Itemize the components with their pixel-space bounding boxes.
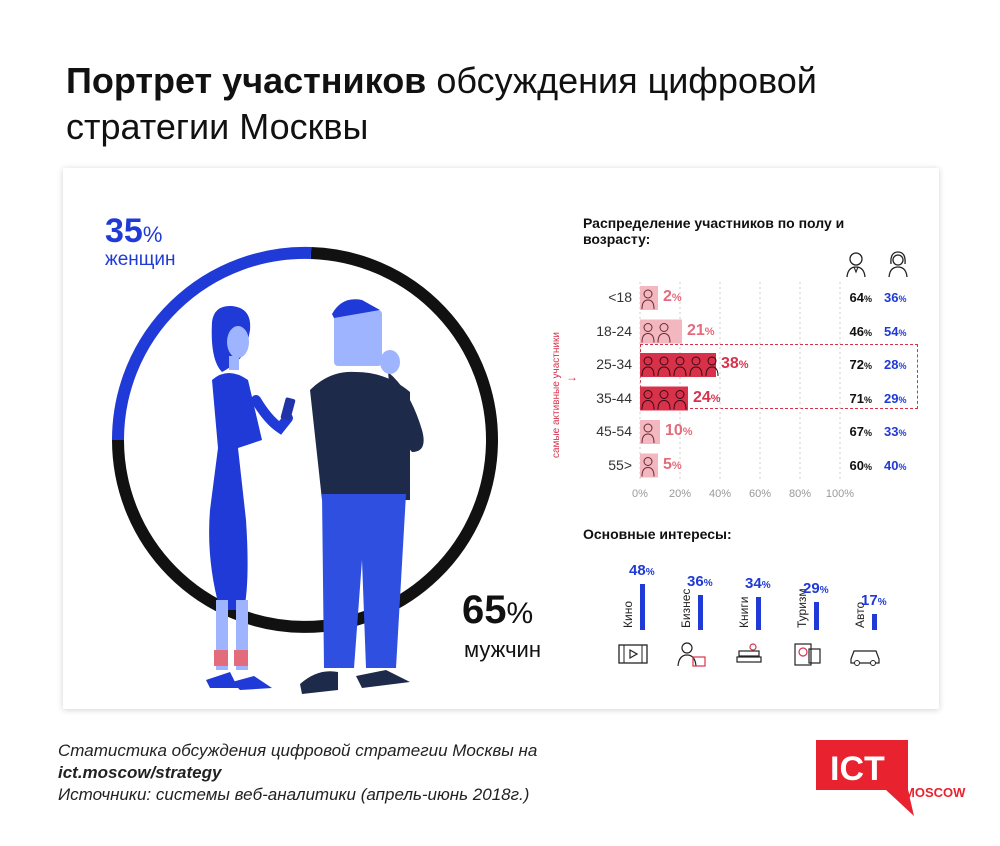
age-category-label: 25-34 xyxy=(596,356,632,372)
person-icon xyxy=(641,356,655,377)
ring-segment-men xyxy=(112,247,498,633)
man-icon xyxy=(846,252,866,278)
footer: Статистика обсуждения цифровой стратегии… xyxy=(58,740,537,806)
books-icon xyxy=(736,643,762,663)
ict-moscow-logo[interactable]: ICT MOSCOW xyxy=(816,740,976,820)
interest-bar xyxy=(698,595,703,630)
svg-text:MOSCOW: MOSCOW xyxy=(904,785,966,800)
x-tick-label: 80% xyxy=(788,488,812,500)
interest-bar xyxy=(814,602,819,630)
interest-bar xyxy=(872,613,877,630)
ring-segment-women xyxy=(112,246,312,441)
woman-icon xyxy=(888,251,908,278)
person-icon xyxy=(673,390,687,410)
age-value-label: 38% xyxy=(721,355,749,372)
age-category-label: 55> xyxy=(608,456,632,473)
male-share-label: 71% xyxy=(849,390,872,406)
infographic-card xyxy=(63,168,939,709)
age-value-label: 24% xyxy=(693,388,721,406)
businessman-icon xyxy=(677,642,706,667)
interest-bar xyxy=(640,583,645,630)
person-icon xyxy=(641,390,655,410)
female-share-label: 28% xyxy=(884,357,907,372)
interest-value-label: 36% xyxy=(687,573,713,591)
age-category-label: <18 xyxy=(608,289,632,305)
interest-bar xyxy=(756,597,761,630)
interest-label: Кино xyxy=(621,601,635,628)
person-icon xyxy=(673,356,687,377)
men-percent: 65% xyxy=(462,588,534,632)
person-icon xyxy=(641,323,655,343)
interest-label: Бизнес xyxy=(679,588,693,628)
person-icon xyxy=(641,289,655,310)
female-share-label: 33% xyxy=(884,424,907,439)
men-label: мужчин xyxy=(464,637,541,662)
age-category-label: 45-54 xyxy=(596,423,632,439)
x-tick-label: 0% xyxy=(632,488,648,500)
female-share-label: 54% xyxy=(884,323,907,339)
x-tick-label: 100% xyxy=(825,488,855,500)
age-value-label: 5% xyxy=(663,455,682,473)
x-tick-label: 60% xyxy=(748,488,772,500)
women-label: женщин xyxy=(105,249,176,270)
svg-text:ICT: ICT xyxy=(830,750,885,788)
male-share-label: 67% xyxy=(849,424,872,439)
male-share-label: 60% xyxy=(849,457,872,473)
male-share-label: 72% xyxy=(849,357,872,372)
age-value-label: 2% xyxy=(663,288,682,305)
interest-value-label: 29% xyxy=(803,580,829,598)
age-value-label: 10% xyxy=(665,422,693,439)
male-share-label: 64% xyxy=(849,290,872,305)
person-icon xyxy=(657,356,671,377)
person-icon xyxy=(689,356,703,377)
page-title: Портрет участников обсуждения цифровой с… xyxy=(66,58,946,150)
women-percent: 35% xyxy=(105,212,163,250)
age-chart-title: Распределение участников по полу и возра… xyxy=(583,215,845,247)
x-tick-label: 20% xyxy=(668,488,692,500)
interest-label: Книги xyxy=(737,596,751,628)
highlight-arrow: → xyxy=(566,370,578,384)
male-share-label: 46% xyxy=(849,323,872,339)
title-rest: обсуждения цифровой стратегии Москвы xyxy=(66,60,817,147)
footer-link[interactable]: ict.moscow/strategy xyxy=(58,763,222,782)
age-value-label: 21% xyxy=(687,321,715,339)
footer-sources: Источники: системы веб-аналитики (апрель… xyxy=(58,785,530,804)
female-share-label: 29% xyxy=(884,390,907,406)
x-tick-label: 40% xyxy=(708,488,732,500)
car-icon xyxy=(850,650,880,666)
film-icon xyxy=(618,644,648,664)
man-illustration xyxy=(300,299,424,694)
person-icon xyxy=(641,457,655,477)
person-icon xyxy=(657,390,671,410)
interests-title: Основные интересы: xyxy=(583,526,732,542)
title-bold: Портрет участников xyxy=(66,60,427,101)
interest-value-label: 48% xyxy=(629,561,655,579)
age-category-label: 35-44 xyxy=(596,389,632,406)
person-icon xyxy=(705,356,719,377)
female-share-label: 36% xyxy=(884,290,907,305)
female-share-label: 40% xyxy=(884,457,907,473)
person-icon xyxy=(657,323,671,343)
passport-icon xyxy=(794,643,821,666)
person-icon xyxy=(641,423,655,444)
woman-illustration xyxy=(206,305,296,690)
interest-value-label: 17% xyxy=(861,591,887,609)
age-category-label: 18-24 xyxy=(596,322,632,339)
footer-line-1: Статистика обсуждения цифровой стратегии… xyxy=(58,741,538,760)
interest-value-label: 34% xyxy=(745,575,771,593)
